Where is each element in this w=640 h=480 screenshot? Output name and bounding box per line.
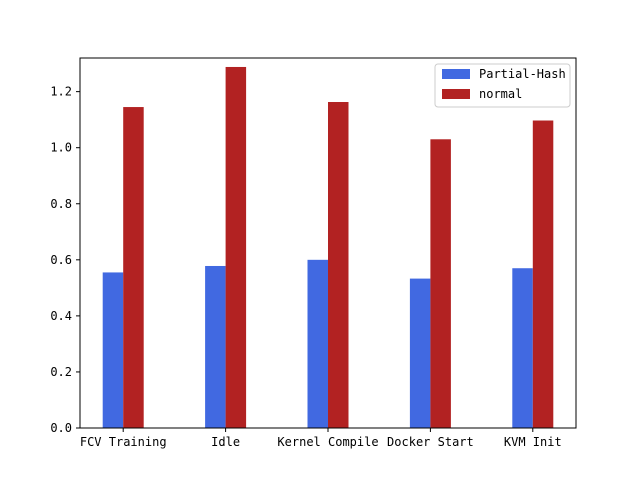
- y-tick-label-0-4: 0.4: [50, 309, 72, 323]
- bar-normal-kvm-init: [532, 120, 554, 429]
- y-tick-label-1-2: 1.2: [50, 85, 72, 99]
- bar-partial-hash-idle: [205, 265, 226, 428]
- x-axis: FCV Training Idle Kernel Compile Docker Sta…: [80, 428, 562, 449]
- bar-normal-fcv-training: [123, 107, 144, 428]
- legend-label-partial-hash: Partial-Hash: [479, 67, 566, 81]
- bars-group: [102, 66, 554, 429]
- y-tick-label-1-0: 1.0: [50, 141, 72, 155]
- legend-swatch-normal: [442, 89, 470, 99]
- y-tick-label-0-0: 0.0: [50, 421, 72, 435]
- bar-normal-docker-start: [430, 139, 451, 428]
- y-axis: 0.0 0.2 0.4 0.6 0.8 1.0 1.2: [50, 85, 80, 435]
- y-tick-label-0-2: 0.2: [50, 365, 72, 379]
- legend-swatch-partial-hash: [442, 69, 470, 79]
- x-tick-label-kvm-init: KVM Init: [504, 435, 562, 449]
- y-tick-label-0-8: 0.8: [50, 197, 72, 211]
- bar-normal-kernel-compile: [328, 102, 349, 429]
- y-tick-label-0-6: 0.6: [50, 253, 72, 267]
- plot-frame: [79, 57, 577, 429]
- x-tick-label-fcv-training: FCV Training: [80, 435, 167, 449]
- bar-partial-hash-docker-start: [409, 278, 431, 428]
- x-tick-label-kernel-compile: Kernel Compile: [277, 435, 378, 449]
- bar-partial-hash-kernel-compile: [307, 259, 328, 428]
- x-tick-label-idle: Idle: [211, 435, 240, 449]
- bar-partial-hash-fcv-training: [102, 272, 124, 428]
- bar-partial-hash-kvm-init: [512, 268, 533, 428]
- legend: Partial-Hash normal: [434, 63, 571, 108]
- legend-label-normal: normal: [479, 87, 522, 101]
- bar-normal-idle: [225, 66, 247, 428]
- x-tick-label-docker-start: Docker Start: [387, 435, 474, 449]
